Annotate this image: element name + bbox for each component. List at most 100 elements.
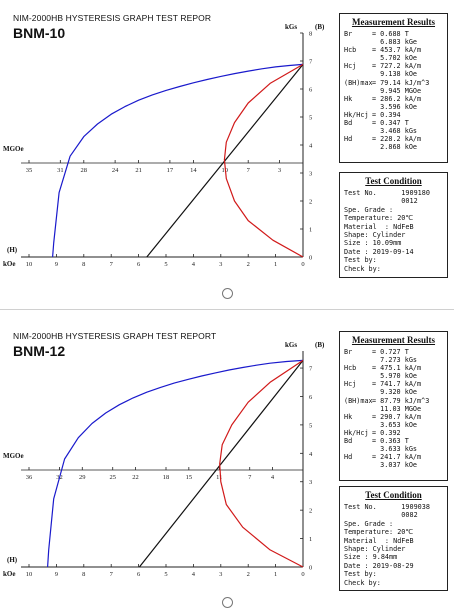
measurement-row: Hk = 286.2 kA/m [340, 95, 447, 103]
measurement-row: Hk/Hcj = 0.392 [340, 429, 447, 437]
report-header: NIM-2000HB HYSTERESIS GRAPH TEST REPOR [13, 13, 212, 23]
radio-button[interactable] [222, 288, 233, 299]
y-tick-label: 6 [309, 87, 313, 94]
report-header: NIM-2000HB HYSTERESIS GRAPH TEST REPORT [13, 331, 217, 341]
energy-product-curve [219, 359, 304, 568]
measurement-row: Hcj = 727.2 kA/m [340, 62, 447, 70]
measurement-label: Bd [344, 119, 353, 128]
measurement-label [340, 405, 372, 413]
measurement-rows: Br = 0.688 T 6.883 kGe Hcb = 453.7 kA/m 5.7… [340, 30, 447, 151]
x-tick-label: 4 [192, 261, 196, 268]
measurement-row: Br = 0.688 T [340, 30, 447, 38]
measurement-label [340, 372, 372, 380]
measurement-label [340, 445, 372, 453]
y-tick-label: 1 [309, 536, 312, 543]
measurement-value: 9.945 MGOe [372, 86, 422, 95]
measurement-row: 11.03 MGOe [340, 405, 447, 413]
test-condition-title: Test Condition [365, 176, 422, 186]
condition-line: Temperature: 20℃ [344, 528, 414, 537]
measurement-value: = 0.394 [372, 110, 401, 119]
condition-line: Date : 2019-09-14 [344, 247, 414, 256]
measurement-row: 7.273 kGs [340, 356, 447, 364]
y-tick-label: 2 [309, 508, 312, 515]
energy-axis-label: MGOe [3, 452, 24, 460]
measurement-label: Hd [344, 453, 353, 462]
radio-button[interactable] [222, 597, 233, 608]
measurement-label: Hk [344, 412, 353, 421]
measurement-row: 5.970 kOe [340, 372, 447, 380]
x-tick-label: 8 [82, 571, 85, 578]
y-tick-label: 4 [309, 451, 313, 458]
condition-line: Spe. Grade : [344, 205, 394, 214]
y-axis-label: (B) [315, 341, 325, 349]
y-axis-label: (B) [315, 23, 325, 31]
x-tick-label: 7 [110, 261, 114, 268]
measurement-value: = 286.2 kA/m [372, 94, 422, 103]
measurement-row: Hk = 290.7 kA/m [340, 413, 447, 421]
measurement-label [340, 87, 372, 95]
measurement-label: (BH)max [344, 396, 373, 405]
measurement-value: 5.702 kOe [372, 54, 418, 63]
divider [0, 309, 454, 310]
measurement-value: = 0.392 [372, 428, 401, 437]
measurement-row: 2.868 kOe [340, 143, 447, 151]
condition-line: Check by: [344, 578, 381, 587]
y-tick-label: 5 [309, 115, 312, 122]
x-tick-label: 2 [247, 571, 250, 578]
x-tick-label: 1 [274, 261, 277, 268]
measurement-results-box: Measurement Results Br = 0.688 T 6.883 kG… [339, 13, 448, 163]
measurement-label: Hd [344, 135, 353, 144]
measurement-row: 9.945 MGOe [340, 87, 447, 95]
energy-tick-label: 10 [221, 167, 228, 174]
measurement-value: 3.596 kOe [372, 102, 418, 111]
condition-line: Shape: Cylinder [344, 231, 406, 240]
measurement-label: Br [344, 348, 353, 356]
measurement-label [340, 54, 372, 62]
y-tick-label: 8 [309, 31, 312, 38]
x-unit-label: kOe [3, 260, 15, 268]
measurement-value: = 79.14 kJ/m^3 [372, 78, 430, 87]
measurement-value: 2.868 kOe [372, 143, 418, 152]
x-tick-label: 0 [301, 571, 304, 578]
x-tick-label: 7 [110, 571, 114, 578]
measurement-value: = 241.7 kA/m [372, 453, 422, 462]
measurement-value: = 290.7 kA/m [372, 412, 422, 421]
report-panel-bnm-10: NIM-2000HB HYSTERESIS GRAPH TEST REPOR B… [0, 0, 454, 300]
x-tick-label: 3 [219, 571, 222, 578]
x-tick-label: 6 [137, 261, 141, 268]
measurement-label: (BH)max [344, 78, 373, 87]
y-tick-label: 3 [309, 171, 312, 178]
measurement-label: Hcj [344, 380, 357, 389]
condition-line: 0082 [344, 511, 418, 520]
load-line [138, 360, 304, 568]
measurement-row: 3.468 kGs [340, 127, 447, 135]
energy-tick-label: 15 [186, 474, 193, 481]
measurement-value: = 453.7 kA/m [372, 46, 422, 55]
measurement-value: = 87.79 kJ/m^3 [372, 396, 430, 405]
measurement-results-title: Measurement Results [351, 335, 436, 345]
demagnetization-curve [47, 359, 304, 568]
measurement-results-box: Measurement Results Br = 0.727 T 7.273 kG… [339, 331, 448, 481]
condition-line: Test by: [344, 256, 377, 265]
x-tick-label: 10 [26, 261, 33, 268]
y-tick-label: 0 [309, 255, 312, 262]
measurement-row: Bd = 0.347 T [340, 119, 447, 127]
x-tick-label: 9 [55, 261, 58, 268]
measurement-row: Hd = 228.2 kA/m [340, 135, 447, 143]
measurement-row: 5.702 kOe [340, 54, 447, 62]
measurement-value: 5.970 kOe [372, 372, 418, 381]
y-tick-label: 6 [309, 394, 313, 401]
measurement-row: 3.633 kGs [340, 445, 447, 453]
measurement-label [340, 143, 372, 151]
x-tick-label: 5 [164, 571, 167, 578]
measurement-value: 3.633 kGs [372, 445, 418, 454]
measurement-value: 3.653 kOe [372, 420, 418, 429]
measurement-row: 9.138 kOe [340, 70, 447, 78]
measurement-value: = 0.727 T [372, 348, 409, 356]
measurement-row: Bd = 0.363 T [340, 437, 447, 445]
measurement-row: 9.320 kOe [340, 388, 447, 396]
condition-line: 0012 [344, 197, 418, 206]
measurement-label: Hk/Hcj [344, 110, 369, 119]
x-tick-label: 6 [137, 571, 141, 578]
